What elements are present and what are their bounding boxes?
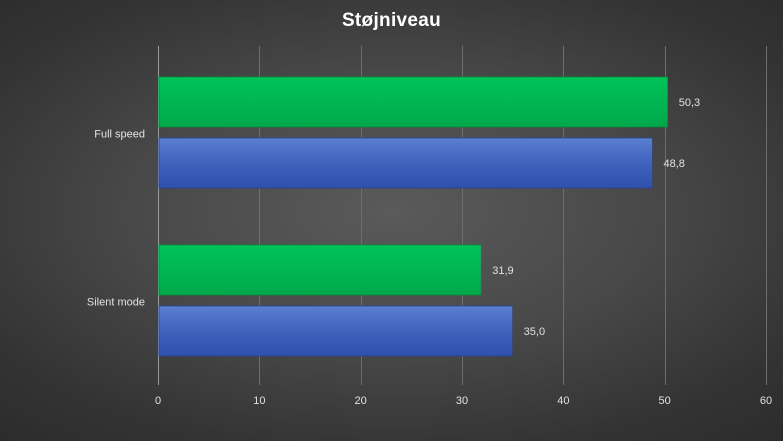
chart-title: Støjniveau <box>341 10 442 31</box>
x-tick-label: 0 <box>155 395 161 407</box>
data-label: 35,0 <box>524 326 545 338</box>
x-tick-label: 30 <box>456 395 468 407</box>
data-label: 50,3 <box>679 97 700 109</box>
x-tick-label: 10 <box>253 395 265 407</box>
bar <box>158 137 653 189</box>
x-tick-label: 40 <box>557 395 569 407</box>
data-label: 31,9 <box>492 265 513 277</box>
x-tick-label: 50 <box>659 395 671 407</box>
bar <box>158 305 514 357</box>
data-label: 48,8 <box>664 158 685 170</box>
labels: 0 10 20 30 40 50 60 Full speed Silent mode 50,3 31… <box>87 97 772 407</box>
x-tick-label: 20 <box>355 395 367 407</box>
bar <box>158 244 482 296</box>
bar <box>158 76 669 128</box>
category-label: Full speed <box>94 129 145 141</box>
bars <box>158 76 669 357</box>
category-label: Silent mode <box>87 297 145 309</box>
x-tick-label: 60 <box>760 395 772 407</box>
